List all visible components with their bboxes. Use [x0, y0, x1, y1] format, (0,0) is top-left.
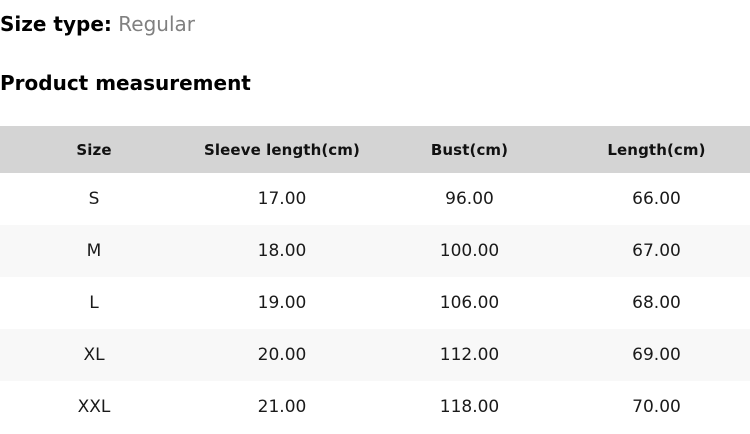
- column-header-sleeve: Sleeve length(cm): [204, 140, 360, 159]
- table-row: XXL 21.00 118.00 70.00: [0, 381, 750, 433]
- cell-length: 66.00: [632, 189, 681, 209]
- table-row: L 19.00 106.00 68.00: [0, 277, 750, 329]
- table-row: S 17.00 96.00 66.00: [0, 173, 750, 225]
- cell-sleeve: 20.00: [257, 345, 307, 365]
- column-header-size: Size: [76, 140, 112, 159]
- size-type-label: Size type:: [0, 12, 112, 36]
- cell-length: 67.00: [632, 241, 681, 261]
- product-measurement-heading: Product measurement: [0, 71, 251, 95]
- size-type-row: Size type: Regular: [0, 11, 195, 37]
- cell-bust: 100.00: [439, 241, 500, 261]
- cell-bust: 112.00: [439, 345, 500, 365]
- cell-size: M: [86, 241, 102, 261]
- size-type-value: Regular: [118, 12, 195, 36]
- column-header-bust: Bust(cm): [430, 140, 509, 159]
- cell-bust: 96.00: [445, 189, 494, 209]
- cell-length: 69.00: [632, 345, 681, 365]
- cell-sleeve: 19.00: [257, 293, 307, 313]
- cell-sleeve: 18.00: [257, 241, 307, 261]
- table-body: S 17.00 96.00 66.00 M 18.00 100.00 67.00…: [0, 173, 750, 433]
- cell-size: S: [88, 189, 100, 209]
- cell-length: 68.00: [632, 293, 681, 313]
- column-header-length: Length(cm): [607, 140, 706, 159]
- cell-size: XXL: [77, 397, 111, 417]
- cell-sleeve: 21.00: [257, 397, 307, 417]
- table-header: Size Sleeve length(cm) Bust(cm) Length(c…: [0, 126, 750, 173]
- cell-bust: 106.00: [439, 293, 500, 313]
- table-row: XL 20.00 112.00 69.00: [0, 329, 750, 381]
- table-header-row: Size Sleeve length(cm) Bust(cm) Length(c…: [0, 126, 750, 173]
- cell-size: XL: [83, 345, 105, 365]
- table-row: M 18.00 100.00 67.00: [0, 225, 750, 277]
- cell-sleeve: 17.00: [257, 189, 307, 209]
- product-measurement-table: Size Sleeve length(cm) Bust(cm) Length(c…: [0, 126, 750, 433]
- cell-length: 70.00: [632, 397, 681, 417]
- cell-bust: 118.00: [439, 397, 500, 417]
- cell-size: L: [89, 293, 99, 313]
